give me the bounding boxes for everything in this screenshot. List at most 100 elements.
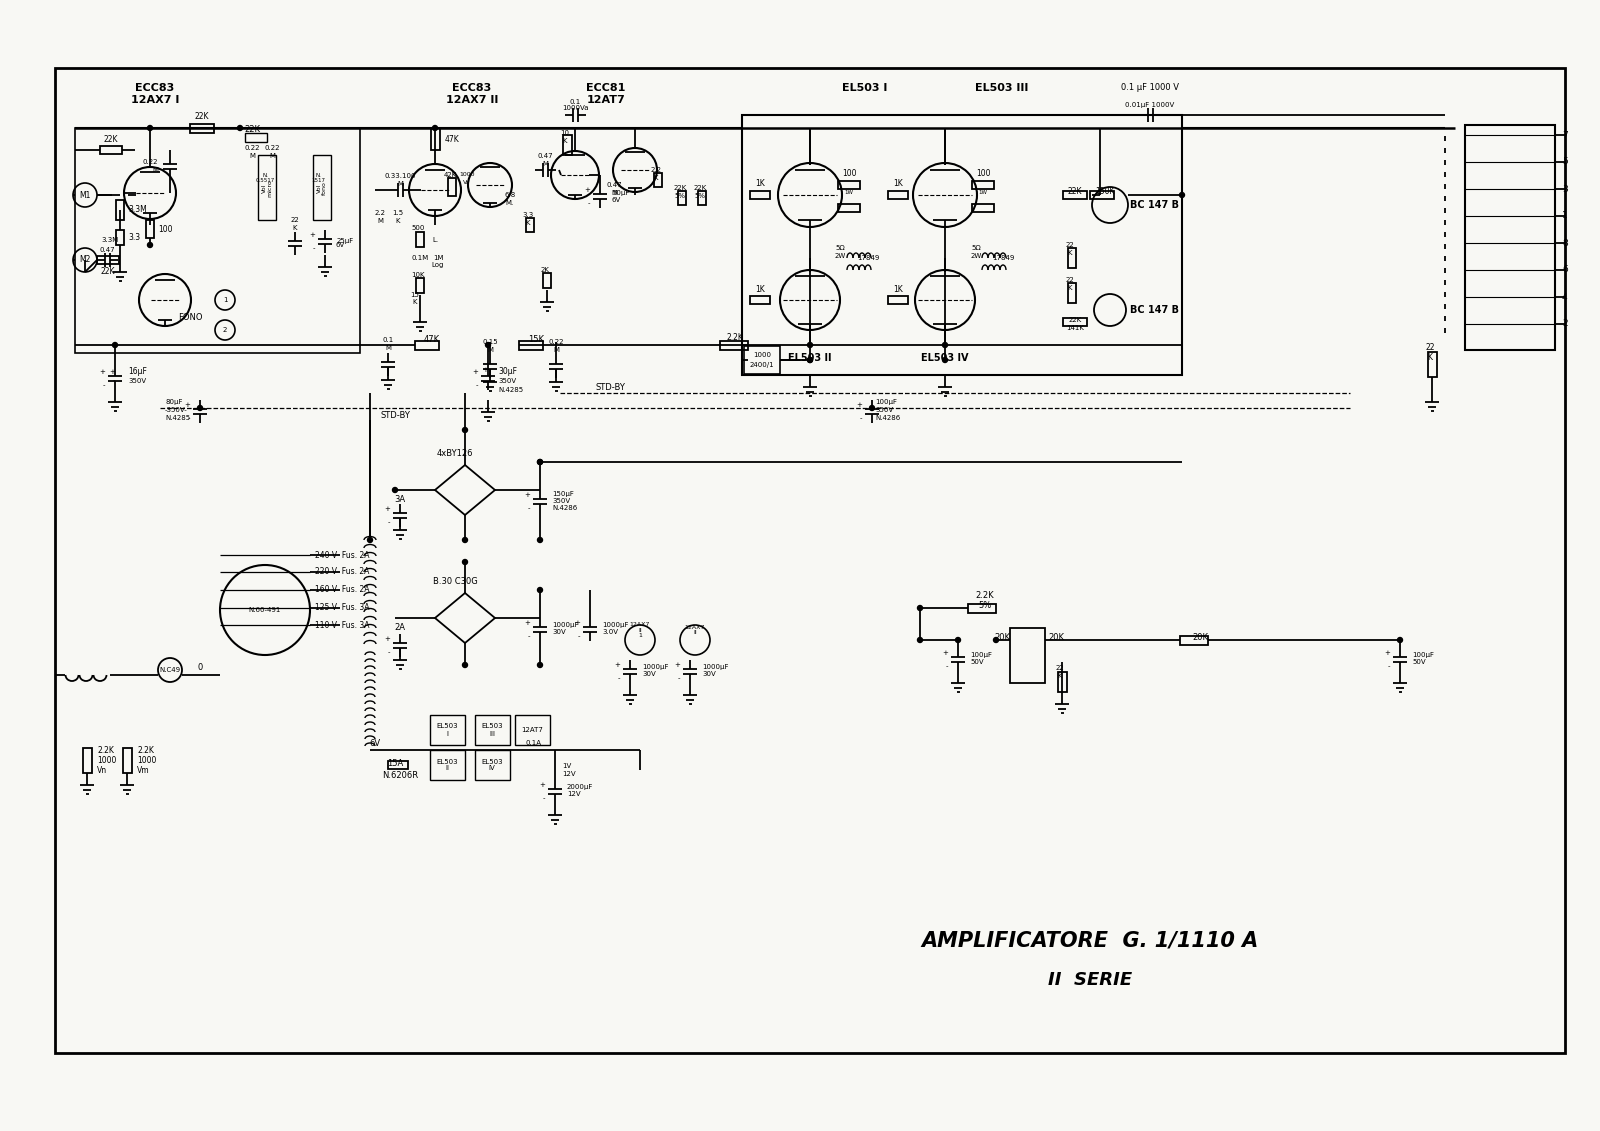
Text: AMPLIFICATORE  G. 1/1110 A: AMPLIFICATORE G. 1/1110 A bbox=[922, 930, 1259, 950]
Text: K: K bbox=[293, 225, 298, 231]
Text: N.60-491: N.60-491 bbox=[250, 607, 282, 613]
Text: M1: M1 bbox=[80, 190, 91, 199]
Bar bbox=[563, 135, 573, 155]
Text: 6V: 6V bbox=[336, 242, 344, 248]
Text: 22K: 22K bbox=[101, 267, 115, 276]
Bar bbox=[1429, 352, 1437, 377]
Text: 5%: 5% bbox=[675, 193, 685, 199]
Bar bbox=[968, 604, 995, 613]
Bar bbox=[430, 128, 440, 150]
Text: M.: M. bbox=[506, 200, 514, 206]
Text: 0.22: 0.22 bbox=[549, 339, 563, 345]
Text: N.
1517: N. 1517 bbox=[310, 173, 325, 183]
Text: 100μF
50V: 100μF 50V bbox=[1413, 653, 1434, 665]
Text: 1: 1 bbox=[222, 297, 227, 303]
Circle shape bbox=[808, 357, 813, 363]
Text: 1K: 1K bbox=[755, 285, 765, 294]
Text: Va: Va bbox=[462, 181, 470, 185]
Text: 141K: 141K bbox=[1066, 325, 1083, 331]
Bar bbox=[1010, 628, 1045, 683]
Text: 22K: 22K bbox=[104, 135, 118, 144]
Text: 16μF: 16μF bbox=[128, 368, 147, 377]
Text: 47K: 47K bbox=[445, 135, 459, 144]
Bar bbox=[744, 346, 781, 374]
Text: ECC81: ECC81 bbox=[586, 83, 626, 93]
Text: +: + bbox=[384, 636, 390, 642]
Text: 3A: 3A bbox=[395, 495, 405, 504]
Text: STD-BY: STD-BY bbox=[595, 382, 626, 391]
Circle shape bbox=[462, 428, 467, 432]
Bar bbox=[838, 181, 861, 189]
Text: K: K bbox=[654, 175, 658, 181]
Bar bbox=[430, 715, 466, 745]
Text: 15K: 15K bbox=[528, 336, 544, 345]
Text: 350V: 350V bbox=[128, 378, 146, 385]
Text: 2W: 2W bbox=[834, 253, 846, 259]
Text: 12AX7 II: 12AX7 II bbox=[446, 95, 498, 105]
Circle shape bbox=[808, 343, 813, 347]
Text: 0.01μF 1000V: 0.01μF 1000V bbox=[1125, 102, 1174, 107]
Circle shape bbox=[462, 663, 467, 667]
Text: 2.2K
1000
Vm: 2.2K 1000 Vm bbox=[138, 745, 157, 776]
Text: 20K: 20K bbox=[1192, 633, 1208, 642]
Text: 3.3: 3.3 bbox=[522, 211, 534, 218]
Bar bbox=[75, 128, 360, 353]
Text: 2K: 2K bbox=[541, 267, 549, 273]
Bar bbox=[1069, 248, 1075, 268]
Text: +: + bbox=[1384, 650, 1390, 656]
Text: 0: 0 bbox=[197, 664, 203, 673]
Text: 2400/1: 2400/1 bbox=[750, 362, 774, 368]
Text: -: - bbox=[946, 663, 947, 670]
Text: M: M bbox=[554, 347, 558, 353]
Text: 0.47
M: 0.47 M bbox=[538, 154, 554, 166]
Text: EL503
II: EL503 II bbox=[437, 759, 458, 771]
Text: -: - bbox=[677, 675, 680, 681]
Bar bbox=[518, 342, 542, 349]
Text: 15: 15 bbox=[411, 292, 419, 297]
Text: N.6206R: N.6206R bbox=[382, 770, 418, 779]
Text: N.
0.5517: N. 0.5517 bbox=[256, 173, 275, 183]
Text: 4xBY126: 4xBY126 bbox=[437, 449, 474, 458]
Text: 3.3M: 3.3M bbox=[101, 238, 118, 243]
Text: 5Ω: 5Ω bbox=[835, 245, 845, 251]
Circle shape bbox=[368, 537, 373, 543]
Text: Log: Log bbox=[432, 262, 445, 268]
Text: 6.8: 6.8 bbox=[504, 192, 515, 198]
Text: 0.1 μF 1000 V: 0.1 μF 1000 V bbox=[1122, 84, 1179, 93]
Circle shape bbox=[197, 406, 203, 411]
Text: 0.1A: 0.1A bbox=[526, 740, 542, 746]
Bar bbox=[698, 191, 706, 205]
Text: 3.3: 3.3 bbox=[128, 233, 141, 242]
Bar bbox=[1466, 126, 1555, 349]
Text: 2W: 2W bbox=[970, 253, 982, 259]
Text: 2.2K: 2.2K bbox=[976, 590, 994, 599]
Text: 17849: 17849 bbox=[992, 254, 1014, 261]
Text: 160 V  Fus. 2A: 160 V Fus. 2A bbox=[315, 586, 370, 595]
Text: 100μF
50V: 100μF 50V bbox=[970, 653, 992, 665]
Text: 22: 22 bbox=[1066, 277, 1074, 283]
Text: ECC83: ECC83 bbox=[453, 83, 491, 93]
Text: -: - bbox=[859, 415, 862, 421]
Text: 100: 100 bbox=[976, 170, 990, 179]
Text: -: - bbox=[1387, 663, 1390, 670]
Bar bbox=[258, 155, 277, 221]
Circle shape bbox=[538, 663, 542, 667]
Text: N.C49: N.C49 bbox=[160, 667, 181, 673]
Text: 12AX7
II: 12AX7 II bbox=[685, 624, 706, 636]
Text: 50μF
6V: 50μF 6V bbox=[611, 190, 629, 202]
Circle shape bbox=[462, 537, 467, 543]
Circle shape bbox=[942, 343, 947, 347]
Text: -: - bbox=[187, 415, 190, 421]
Text: BC 147 B: BC 147 B bbox=[1131, 200, 1179, 210]
Text: +: + bbox=[525, 620, 530, 625]
Text: 5%: 5% bbox=[694, 193, 706, 199]
Text: 5: 5 bbox=[1562, 157, 1568, 166]
Circle shape bbox=[538, 459, 542, 465]
Text: 350V: 350V bbox=[875, 407, 893, 413]
Text: K: K bbox=[413, 299, 418, 305]
Bar bbox=[515, 715, 550, 745]
Text: BC 147 B: BC 147 B bbox=[1131, 305, 1179, 316]
Bar bbox=[750, 296, 770, 304]
Text: 100: 100 bbox=[158, 224, 173, 233]
Circle shape bbox=[538, 587, 542, 593]
